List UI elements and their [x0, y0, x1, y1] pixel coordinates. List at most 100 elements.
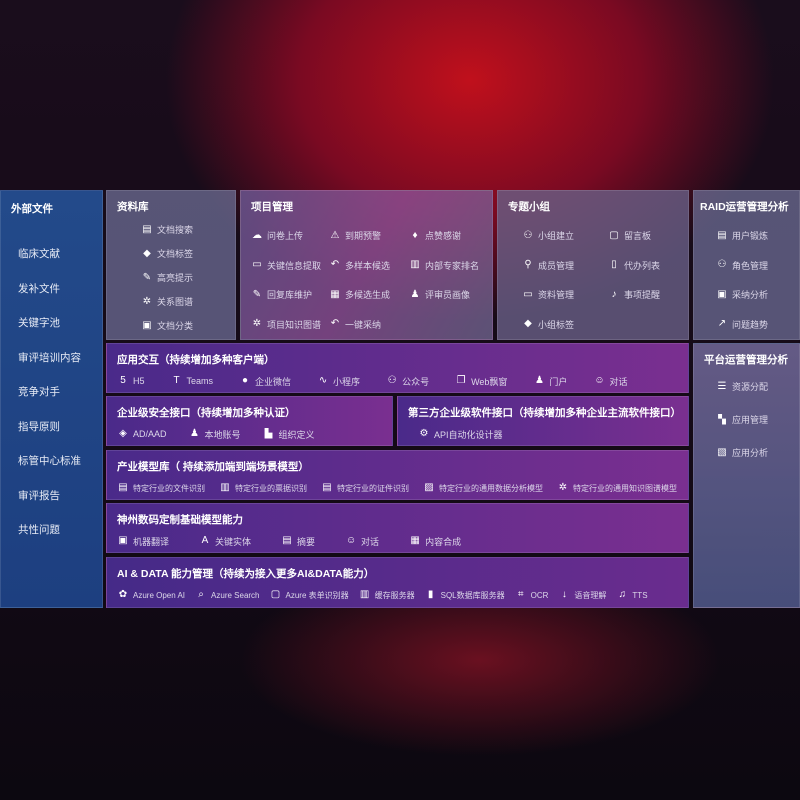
library-title: 资料库: [117, 201, 149, 213]
item-trend[interactable]: ↗ 问题趋势: [716, 318, 768, 331]
item-analysis[interactable]: ▧ 应用分析: [716, 446, 768, 459]
item-group[interactable]: ⚇ 小组建立: [522, 229, 575, 242]
item-user-add[interactable]: ⚲ 成员管理: [522, 259, 574, 272]
security-panel: 企业级安全接口（持续增加多种认证） ◈ AD/AAD ♟ 本地账号 ▙ 组织定义: [106, 396, 393, 446]
folder-icon: ▭: [523, 288, 533, 300]
item-bbs[interactable]: ▢ 留言板: [608, 229, 651, 242]
item-cache[interactable]: ▥ 缓存服务器: [359, 589, 415, 601]
external-file-item[interactable]: 竞争对手: [18, 386, 60, 398]
platform-panel: 平台运营管理分析 ☰ 资源分配 ▚ 应用管理 ▧ 应用分析: [693, 343, 800, 608]
item-alarm[interactable]: ⚠ 到期预警: [329, 229, 382, 242]
external-file-item[interactable]: 指导原则: [18, 420, 60, 433]
item-graph[interactable]: ✲ 特定行业的通用知识图谱模型: [557, 482, 677, 494]
item-org[interactable]: ▙ 组织定义: [263, 428, 315, 441]
external-file-item[interactable]: 标管中心标准: [18, 455, 81, 467]
item-users[interactable]: ⚇ 角色管理: [716, 259, 769, 272]
item-tts[interactable]: ♫ TTS: [616, 589, 648, 601]
item-label: 特定行业的文件识别: [133, 483, 205, 493]
external-file-item[interactable]: 审评培训内容: [18, 351, 81, 364]
item-summary[interactable]: ▤ 摘要: [281, 535, 315, 548]
item-label: Azure 表单识别器: [285, 590, 349, 600]
item-label: 多候选生成: [345, 290, 391, 300]
item-qa[interactable]: ▣ 采纳分析: [716, 288, 768, 301]
item-reply[interactable]: ↶ 多样本候选: [329, 259, 390, 272]
translate-icon: ▣: [118, 535, 128, 546]
item-puzzle[interactable]: ▦ 内容合成: [409, 535, 461, 548]
item-person[interactable]: ♟ 评审员画像: [409, 288, 471, 301]
external-file-item[interactable]: 共性问题: [18, 524, 60, 536]
item-graph[interactable]: ✲ 关系图谱: [141, 295, 193, 308]
bbs-icon: ▢: [609, 229, 619, 241]
external-file-item[interactable]: 关键字池: [18, 317, 60, 329]
item-label: 成员管理: [538, 260, 575, 271]
item-label: 高亮提示: [157, 273, 194, 283]
form-icon: ▢: [270, 589, 281, 600]
item-wechat[interactable]: ● 企业微信: [239, 375, 291, 388]
item-gear[interactable]: ⚙ API自动化设计器: [418, 428, 503, 441]
wechat-icon: ●: [242, 375, 249, 386]
item-label: 用户锻炼: [732, 231, 769, 241]
doc-classify-icon: ▣: [142, 319, 152, 331]
item-tag[interactable]: ◆ 小组标签: [522, 318, 574, 331]
item-chat[interactable]: ☺ 对话: [593, 375, 627, 388]
item-label: 特定行业的通用知识图谱模型: [573, 483, 677, 493]
item-apps[interactable]: ▚ 应用管理: [716, 413, 768, 426]
item-upload[interactable]: ☁ 问卷上传: [251, 229, 303, 242]
item-id-card[interactable]: ▤ 用户锻炼: [716, 229, 768, 242]
users-icon: ⚇: [717, 259, 727, 270]
item-sql[interactable]: ▮ SQL数据库服务器: [425, 589, 505, 601]
item-id-card[interactable]: ▤ 特定行业的证件识别: [321, 482, 409, 494]
item-chart[interactable]: ▨ 特定行业的通用数据分析模型: [423, 482, 543, 494]
item-entity[interactable]: A 关键实体: [199, 535, 251, 548]
external-file-item[interactable]: 审评报告: [18, 489, 60, 502]
item-teams[interactable]: T Teams: [171, 375, 213, 387]
item-clipboard[interactable]: ▯ 代办列表: [608, 259, 660, 272]
item-form[interactable]: ▢ Azure 表单识别器: [270, 589, 349, 601]
item-graph[interactable]: ✲ 项目知识图谱: [251, 318, 321, 331]
item-html5[interactable]: 5 H5: [117, 375, 144, 387]
item-pen[interactable]: ✎ 高亮提示: [141, 271, 193, 284]
item-edit[interactable]: ✎ 回复库维护: [251, 288, 312, 301]
item-thumbs-up[interactable]: ♦ 点赞感谢: [409, 229, 461, 242]
item-label: 点赞感谢: [425, 231, 462, 241]
item-label: AD/AAD: [133, 429, 167, 439]
item-rank[interactable]: ▥ 内部专家排名: [409, 259, 479, 272]
item-doc[interactable]: ▤ 特定行业的文件识别: [117, 482, 205, 494]
item-bell[interactable]: ♪ 事项提醒: [608, 288, 661, 301]
item-search[interactable]: ⌕ Azure Search: [195, 589, 259, 601]
external-file-item[interactable]: 发补文件: [18, 282, 60, 295]
item-label: 留言板: [624, 231, 652, 241]
item-ad[interactable]: ◈ AD/AAD: [117, 428, 167, 440]
item-label: TTS: [632, 590, 648, 600]
group-icon: ⚇: [523, 229, 533, 241]
item-ocr[interactable]: ⌗ OCR: [515, 589, 549, 601]
item-label: OCR: [530, 590, 549, 600]
item-list[interactable]: ☰ 资源分配: [716, 380, 769, 393]
item-label: 语音理解: [574, 590, 607, 600]
item-speech[interactable]: ↓ 语音理解: [558, 589, 607, 601]
item-portal[interactable]: ♟ 门户: [533, 375, 568, 388]
item-chat[interactable]: ☺ 对话: [345, 535, 379, 548]
item-doc-search[interactable]: ▤ 文档搜索: [141, 223, 193, 236]
item-label: 对话: [361, 536, 380, 547]
item-label: 缓存服务器: [374, 590, 415, 600]
chart-icon: ▨: [424, 482, 434, 493]
item-doc-classify[interactable]: ▣ 文档分类: [141, 319, 193, 332]
item-puzzle[interactable]: ▦ 多候选生成: [329, 288, 390, 301]
external-file-item[interactable]: 临床文献: [18, 248, 60, 260]
item-reply[interactable]: ↶ 一键采纳: [329, 318, 381, 331]
item-users[interactable]: ⚇ 公众号: [386, 375, 430, 388]
item-translate[interactable]: ▣ 机器翻译: [117, 535, 169, 548]
project-panel: 项目管理 ☁ 问卷上传 ⚠ 到期预警 ♦ 点赞感谢 ▭ 关键信息提取 ↶ 多样本候选 ▥ 内部专家排名 ✎…: [240, 190, 493, 340]
item-tag[interactable]: ◆ 文档标签: [141, 247, 193, 260]
item-receipt[interactable]: ▥ 特定行业的票据识别: [219, 482, 307, 494]
rank-icon: ▥: [410, 259, 420, 270]
item-miniprogram[interactable]: ∿ 小程序: [317, 375, 360, 388]
item-account[interactable]: ♟ 本地账号: [189, 428, 241, 441]
item-window[interactable]: ❐ Web飘窗: [455, 375, 508, 388]
item-folder[interactable]: ▭ 资料管理: [522, 288, 574, 301]
item-extract[interactable]: ▭ 关键信息提取: [251, 259, 321, 272]
item-label: 一键采纳: [345, 319, 382, 330]
alarm-icon: ⚠: [330, 229, 340, 241]
item-openai[interactable]: ✿ Azure Open AI: [117, 589, 185, 601]
